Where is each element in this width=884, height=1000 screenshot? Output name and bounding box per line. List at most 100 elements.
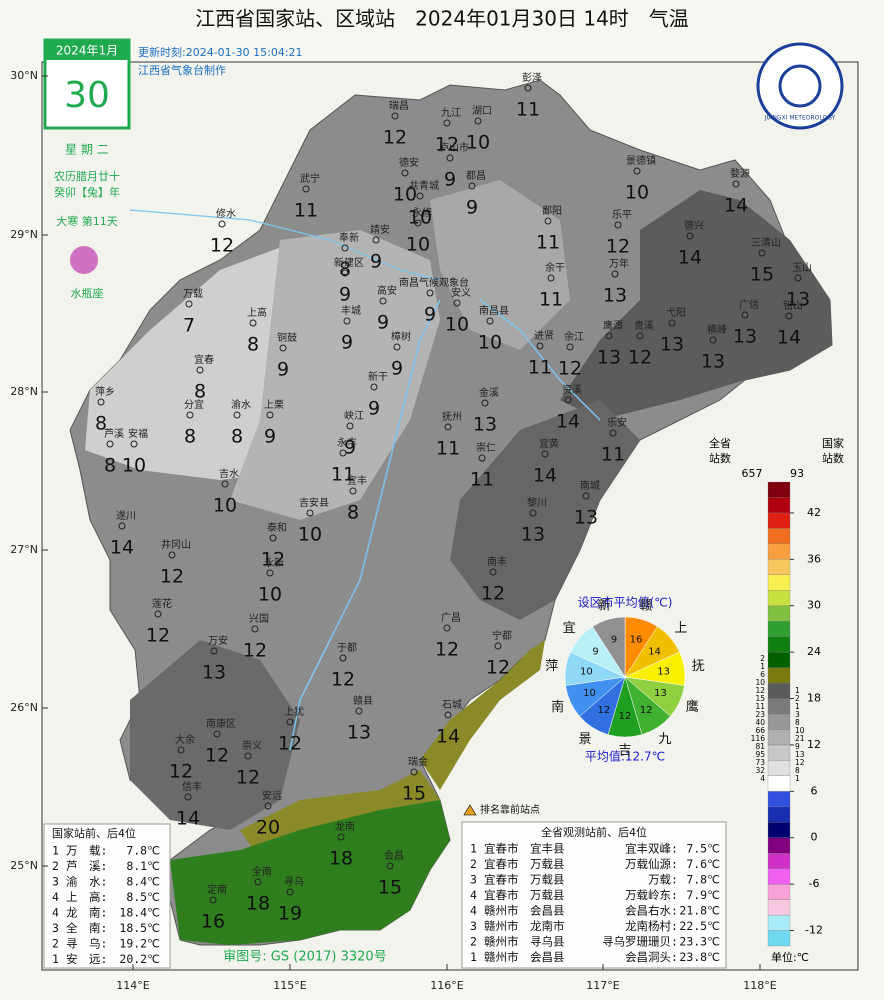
rank-all-cell: 1	[470, 950, 477, 964]
station-name: 乐安	[607, 416, 627, 429]
station-dot	[481, 399, 489, 407]
station-dot	[251, 625, 259, 633]
station-value: 12	[435, 134, 459, 156]
count-national: 21	[795, 734, 805, 743]
station-dot	[393, 343, 401, 351]
rank-all-cell: 寻乌罗珊珊贝:	[602, 935, 678, 949]
station-dot	[529, 509, 537, 517]
pie-value: 12	[598, 705, 611, 716]
station-dot	[196, 366, 204, 374]
station-value: 11	[331, 464, 355, 486]
rank-all-cell: 龙南杨村:	[625, 919, 678, 933]
count-all: 6	[760, 670, 765, 679]
rank-all-cell: 会昌洞头:	[625, 950, 678, 964]
station-name: 安福	[128, 427, 148, 440]
station-value: 10	[406, 234, 430, 256]
station-value: 9	[264, 426, 276, 448]
station-name: 金溪	[479, 386, 499, 399]
station-value: 16	[201, 911, 225, 933]
rank-all-cell: 宜春市	[484, 888, 519, 902]
colorbar-bin	[767, 853, 791, 869]
station-value: 10	[258, 584, 282, 606]
station-name: 定南	[207, 883, 227, 896]
rank-all-cell: 万载县	[530, 888, 565, 902]
pie-name: 赣	[639, 598, 652, 613]
rank-all-cell: 2	[470, 935, 477, 949]
station-name: 资溪	[562, 384, 582, 396]
station-value: 11	[528, 357, 552, 379]
station-value: 9	[277, 359, 289, 381]
station-dot	[391, 112, 399, 120]
station-value: 14	[436, 726, 460, 748]
pie-value: 13	[657, 666, 670, 677]
station-dot	[168, 551, 176, 559]
colorbar-bin	[767, 930, 791, 947]
count-national: 1	[795, 774, 800, 783]
station-value: 10	[213, 495, 237, 517]
count-all: 66	[755, 726, 765, 735]
station-name: 分宜	[184, 398, 204, 411]
station-name: 铅山	[783, 299, 803, 312]
station-value: 8	[104, 455, 116, 477]
pie-value: 9	[592, 646, 598, 657]
station-name: 安远	[262, 789, 282, 802]
station-name: 鹰潭	[603, 319, 623, 332]
station-name: 渝水	[231, 398, 251, 411]
rank-all-box	[461, 821, 727, 969]
station-name: 横峰	[707, 323, 727, 336]
station-name: 共青城	[409, 179, 439, 192]
station-value: 13	[473, 414, 497, 436]
colorbar-bin	[767, 760, 791, 777]
station-value: 14	[777, 327, 801, 349]
station-value: 12	[435, 639, 459, 661]
count-national: 1	[795, 686, 800, 695]
station-dot	[266, 569, 274, 577]
station-name: 贵溪	[634, 319, 654, 332]
count-national: 3	[795, 710, 800, 719]
station-value: 12	[236, 767, 260, 789]
station-value: 8	[247, 334, 259, 356]
station-dot	[341, 269, 349, 277]
colorbar-bin	[767, 806, 791, 823]
station-name: 南康区	[206, 717, 236, 730]
rank-national-cell: 安 远:	[66, 952, 107, 966]
count-all: 23	[755, 710, 765, 719]
station-name: 莲花	[152, 597, 172, 610]
lunar: 农历腊月廿十	[54, 169, 120, 183]
rank-all-cell: 赣州市	[484, 904, 519, 918]
station-dot	[154, 610, 162, 618]
rank-all-cell: 万载仙源:	[625, 857, 678, 871]
station-name: 万载	[183, 288, 203, 300]
station-value: 9	[424, 304, 436, 326]
station-name: 永修	[412, 206, 432, 219]
pie-slice	[592, 616, 626, 678]
station-dot	[286, 718, 294, 726]
rank-national-cell: 4	[52, 906, 59, 920]
station-dot	[636, 332, 644, 340]
colorbar-bin	[767, 651, 791, 668]
station-value: 14	[556, 411, 580, 433]
station-value: 10	[445, 314, 469, 336]
producer: 江西省气象台制作	[138, 63, 226, 77]
station-dot	[794, 274, 802, 282]
station-name: 宜丰	[347, 474, 367, 487]
pie-name: 南	[551, 699, 564, 715]
station-value: 12	[243, 640, 267, 662]
station-dot	[184, 793, 192, 801]
station-value: 13	[202, 662, 226, 684]
station-name: 崇义	[242, 740, 262, 752]
rank-all-title: 全省观测站前、后4位	[541, 825, 647, 839]
count-all: 81	[755, 742, 765, 751]
station-dot	[524, 84, 532, 92]
colorbar-bin	[767, 528, 791, 545]
count-all: 116	[751, 734, 766, 743]
station-value: 15	[378, 877, 402, 899]
colorbar-bin	[767, 543, 791, 560]
station-name: 龙南	[335, 820, 355, 833]
station-dot	[339, 449, 347, 457]
colorbar-tick-label: 6	[811, 784, 818, 797]
station-dot	[547, 274, 555, 282]
station-name: 德兴	[684, 219, 704, 232]
count-all: 4	[760, 774, 765, 783]
station-value: 18	[329, 848, 353, 870]
